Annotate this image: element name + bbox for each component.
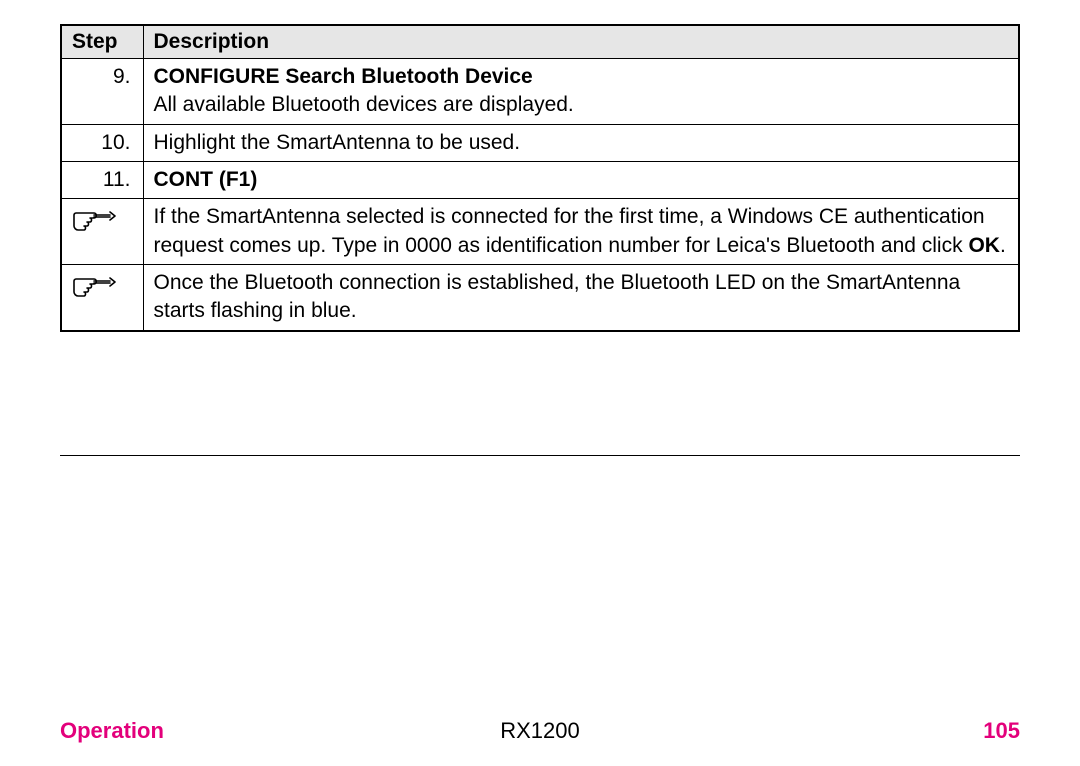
steps-table: Step Description 9. CONFIGURE Search Blu…	[60, 24, 1020, 332]
footer-section: Operation	[60, 718, 164, 744]
step-body: All available Bluetooth devices are disp…	[154, 91, 1009, 119]
table-row: 10. Highlight the SmartAntenna to be use…	[61, 124, 1019, 161]
hand-pointer-icon	[61, 265, 143, 331]
note-text-post: .	[1000, 234, 1006, 257]
document-page: Step Description 9. CONFIGURE Search Blu…	[0, 0, 1080, 766]
cell-description: If the SmartAntenna selected is connecte…	[143, 199, 1019, 265]
cell-description: CONT (F1)	[143, 162, 1019, 199]
col-header-step: Step	[61, 25, 143, 59]
cell-description: Highlight the SmartAntenna to be used.	[143, 124, 1019, 161]
col-header-description: Description	[143, 25, 1019, 59]
footer-model: RX1200	[500, 718, 580, 744]
cell-description: CONFIGURE Search Bluetooth Device All av…	[143, 59, 1019, 125]
footer-divider	[60, 455, 1020, 456]
page-footer: Operation RX1200 105	[60, 718, 1020, 744]
note-text-pre: If the SmartAntenna selected is connecte…	[154, 205, 985, 256]
table-header-row: Step Description	[61, 25, 1019, 59]
table-row: 11. CONT (F1)	[61, 162, 1019, 199]
cell-step: 10.	[61, 124, 143, 161]
step-title: CONFIGURE Search Bluetooth Device	[154, 63, 1009, 91]
table-row: If the SmartAntenna selected is connecte…	[61, 199, 1019, 265]
table-row: 9. CONFIGURE Search Bluetooth Device All…	[61, 59, 1019, 125]
hand-pointer-icon	[61, 199, 143, 265]
cell-step: 9.	[61, 59, 143, 125]
cell-description: Once the Bluetooth connection is establi…	[143, 265, 1019, 331]
cell-step: 11.	[61, 162, 143, 199]
footer-page-number: 105	[983, 718, 1020, 744]
table-row: Once the Bluetooth connection is establi…	[61, 265, 1019, 331]
note-text-bold: OK	[968, 234, 1000, 257]
